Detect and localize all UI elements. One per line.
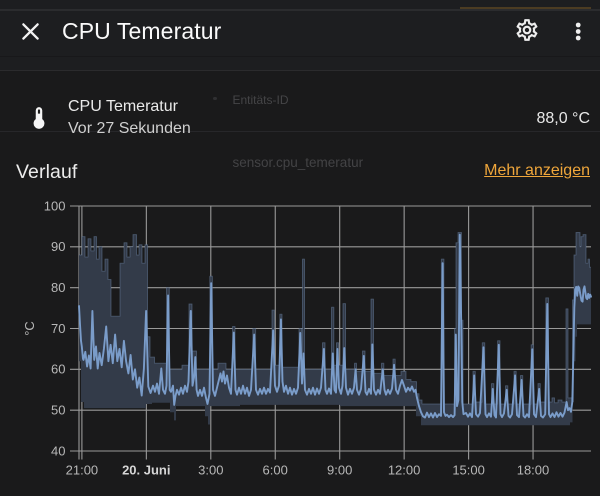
svg-text:40: 40 (51, 443, 65, 458)
svg-text:9:00: 9:00 (327, 463, 352, 478)
svg-text:°C: °C (22, 321, 37, 336)
svg-text:21:00: 21:00 (66, 463, 99, 478)
svg-text:18:00: 18:00 (517, 463, 550, 478)
svg-text:50: 50 (51, 403, 65, 418)
svg-text:6:00: 6:00 (263, 463, 288, 478)
svg-text:3:00: 3:00 (198, 463, 223, 478)
svg-text:80: 80 (51, 280, 65, 295)
svg-text:20. Juni: 20. Juni (122, 463, 170, 478)
svg-text:15:00: 15:00 (452, 463, 485, 478)
svg-text:70: 70 (51, 321, 65, 336)
svg-text:90: 90 (51, 239, 65, 254)
svg-text:100: 100 (44, 198, 66, 213)
svg-text:12:00: 12:00 (388, 463, 421, 478)
svg-text:60: 60 (51, 362, 65, 377)
